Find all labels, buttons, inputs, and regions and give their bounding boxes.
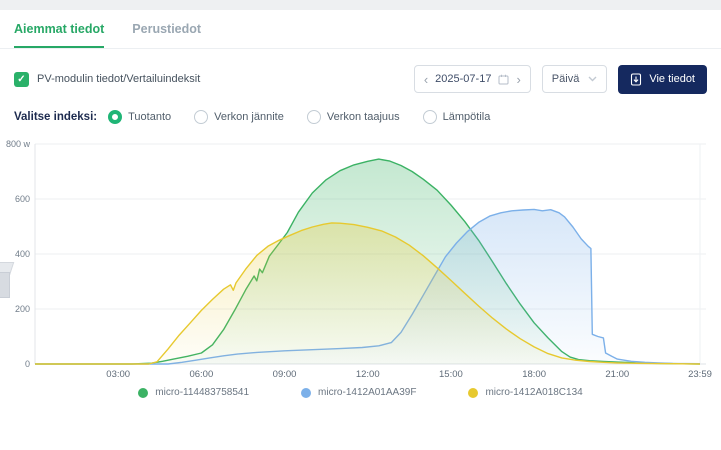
calendar-icon[interactable]	[498, 74, 509, 85]
legend-item-micro-2[interactable]: micro-1412A01AA39F	[301, 387, 416, 398]
x-axis-tick: 12:00	[355, 369, 380, 380]
legend-dot-yellow	[468, 387, 479, 398]
x-axis-tick: 09:00	[272, 369, 297, 380]
y-axis-tick: 400	[14, 249, 30, 259]
radio-lampotila-label: Lämpötila	[442, 111, 491, 123]
legend-label: micro-1412A018C134	[485, 387, 583, 398]
tab-bar: Aiemmat tiedot Perustiedot	[0, 10, 721, 49]
chart-legend: micro-114483758541 micro-1412A01AA39F mi…	[0, 387, 721, 398]
legend-dot-blue	[301, 387, 312, 398]
series-area-micro-1412A01AA39F	[35, 209, 700, 364]
period-select-value: Päivä	[551, 73, 580, 85]
radio-unselected-icon	[306, 110, 321, 124]
controls-row: ✓ PV-modulin tiedot/Vertailuindeksit ‹ 2…	[0, 64, 721, 94]
export-button-label: Vie tiedot	[649, 73, 695, 85]
export-button[interactable]: Vie tiedot	[618, 64, 707, 94]
production-chart: 800 w 600 400 200 0 03:00 06:00 09:00 12:00 15:0…	[0, 136, 721, 411]
radio-verkon-jannite-label: Verkon jännite	[214, 111, 284, 123]
legend-item-micro-1[interactable]: micro-114483758541	[138, 387, 249, 398]
legend-label: micro-114483758541	[155, 387, 250, 398]
x-axis-tick: 23:59	[688, 369, 712, 380]
x-axis-tick: 18:00	[522, 369, 546, 380]
radio-unselected-icon	[194, 110, 209, 124]
y-axis-tick: 0	[24, 359, 30, 369]
floating-widget[interactable]	[0, 258, 18, 304]
y-axis-tick: 600	[14, 194, 30, 204]
series-line-micro-1412A018C134	[35, 222, 701, 365]
legend-dot-green	[138, 387, 149, 398]
date-navigator[interactable]: ‹ 2025-07-17 ›	[413, 65, 531, 93]
radio-verkon-taajuus-label: Verkon taajuus	[326, 111, 400, 123]
x-axis-tick: 21:00	[605, 369, 630, 380]
radio-verkon-jannite[interactable]: Verkon jännite	[194, 110, 284, 124]
x-axis-tick: 03:00	[106, 369, 131, 380]
period-select[interactable]: Päivä	[541, 65, 608, 93]
x-axis-tick: 06:00	[189, 369, 214, 380]
radio-verkon-taajuus[interactable]: Verkon taajuus	[306, 110, 400, 124]
tab-aiemmat-tiedot[interactable]: Aiemmat tiedot	[14, 22, 105, 48]
export-file-icon	[631, 72, 642, 86]
pv-module-checkbox-label: PV-modulin tiedot/Vertailuindeksit	[37, 73, 201, 85]
radio-tuotanto-label: Tuotanto	[128, 111, 172, 123]
date-value[interactable]: 2025-07-17	[435, 73, 492, 85]
cube-icon	[0, 272, 10, 298]
index-selector-title: Valitse indeksi:	[14, 111, 98, 123]
next-day-icon[interactable]: ›	[516, 71, 521, 87]
radio-tuotanto[interactable]: Tuotanto	[108, 110, 171, 124]
y-axis-tick: 800 w	[5, 139, 30, 149]
tab-perustiedot[interactable]: Perustiedot	[132, 22, 202, 36]
main-panel: Aiemmat tiedot Perustiedot ✓ PV-modulin …	[0, 10, 721, 450]
index-selector-row: Valitse indeksi: Tuotanto Verkon jännite…	[0, 107, 721, 127]
legend-label: micro-1412A01AA39F	[318, 387, 417, 398]
radio-lampotila[interactable]: Lämpötila	[422, 110, 491, 124]
legend-item-micro-3[interactable]: micro-1412A018C134	[468, 387, 583, 398]
chart-plot-canvas[interactable]	[0, 136, 721, 368]
series-area-micro-1412A018C134	[35, 222, 700, 364]
radio-unselected-icon	[422, 110, 437, 124]
previous-day-icon[interactable]: ‹	[423, 71, 429, 87]
y-axis-tick: 200	[14, 304, 30, 314]
x-axis-tick: 15:00	[439, 369, 463, 380]
radio-selected-icon	[108, 110, 123, 124]
pv-module-checkbox[interactable]: ✓	[14, 71, 29, 87]
chevron-down-icon	[588, 76, 597, 82]
